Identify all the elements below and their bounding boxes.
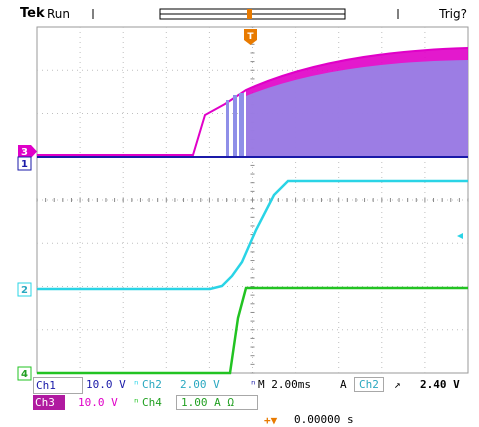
- ch1-bandwidth-icon: ⁿ: [250, 378, 257, 391]
- ch3-ground-marker: 3: [18, 145, 37, 158]
- ch4-marker-box: [17, 366, 32, 381]
- ch1-marker-box: [17, 156, 32, 171]
- timebase-readout[interactable]: M 2.00ms: [258, 378, 311, 391]
- ch1-label: Ch1: [36, 379, 56, 392]
- ch1-spike-b: [233, 95, 237, 157]
- ch1-readout[interactable]: Ch1: [33, 377, 83, 394]
- ch2-marker-box: [17, 282, 32, 297]
- ch1-marker-label: 1: [21, 159, 28, 170]
- horizontal-position-icon: +▼: [264, 414, 278, 427]
- scope-header: Tek Run Trig?: [0, 0, 479, 26]
- ch4-bandwidth-icon: ⁿ: [133, 396, 140, 409]
- ch2-scale: 2.00 V: [180, 378, 220, 391]
- ch2-ground-marker: 2: [17, 282, 32, 297]
- ch2-marker-label: 2: [21, 285, 28, 296]
- ch3-scale: 10.0 V: [78, 396, 118, 409]
- trigger-marker-shape: [244, 29, 257, 45]
- ch3-marker-box: [18, 145, 31, 158]
- ch1-spike-c: [239, 93, 244, 157]
- ch4-trace: [37, 286, 468, 375]
- ch2-label[interactable]: Ch2: [142, 378, 162, 391]
- trigger-slope-icon: ↗: [394, 378, 401, 391]
- ch3-marker-pointer: [31, 145, 37, 158]
- ch4-ground-marker: 4: [17, 366, 32, 381]
- horizontal-position-value: 0.00000 s: [294, 413, 354, 426]
- ch1-spike-a: [226, 100, 229, 157]
- ch1-envelope-fill: [246, 60, 468, 157]
- ch2-trace: [37, 179, 468, 291]
- ch3-marker-label: 3: [21, 147, 28, 158]
- trigger-level: 2.40 V: [420, 378, 460, 391]
- ch4-label[interactable]: Ch4: [142, 396, 162, 409]
- ch2-trigger-level-marker: [457, 233, 463, 239]
- trigger-position-marker: T: [244, 29, 257, 45]
- brand-logo: Tek: [20, 6, 45, 21]
- acquisition-state: Run: [47, 7, 71, 21]
- ch1-scale: 10.0 V: [86, 378, 126, 391]
- trigger-marker-label: T: [247, 32, 254, 42]
- trigger-source[interactable]: Ch2: [354, 377, 384, 392]
- record-bar-window: [247, 9, 252, 19]
- record-bar: [92, 8, 399, 20]
- trigger-status: Trig?: [439, 7, 467, 21]
- trigger-source-label: A: [340, 378, 347, 391]
- ch4-scale: 1.00 A Ω: [176, 395, 258, 410]
- bandwidth-limit-icon: ⁿ: [133, 378, 140, 391]
- ch4-marker-label: 4: [21, 369, 28, 380]
- ch3-label: Ch3: [35, 396, 55, 409]
- ch1-ground-marker: 1: [17, 156, 32, 171]
- ch1-waveform: [37, 60, 468, 158]
- ch3-readout[interactable]: Ch3: [33, 395, 65, 410]
